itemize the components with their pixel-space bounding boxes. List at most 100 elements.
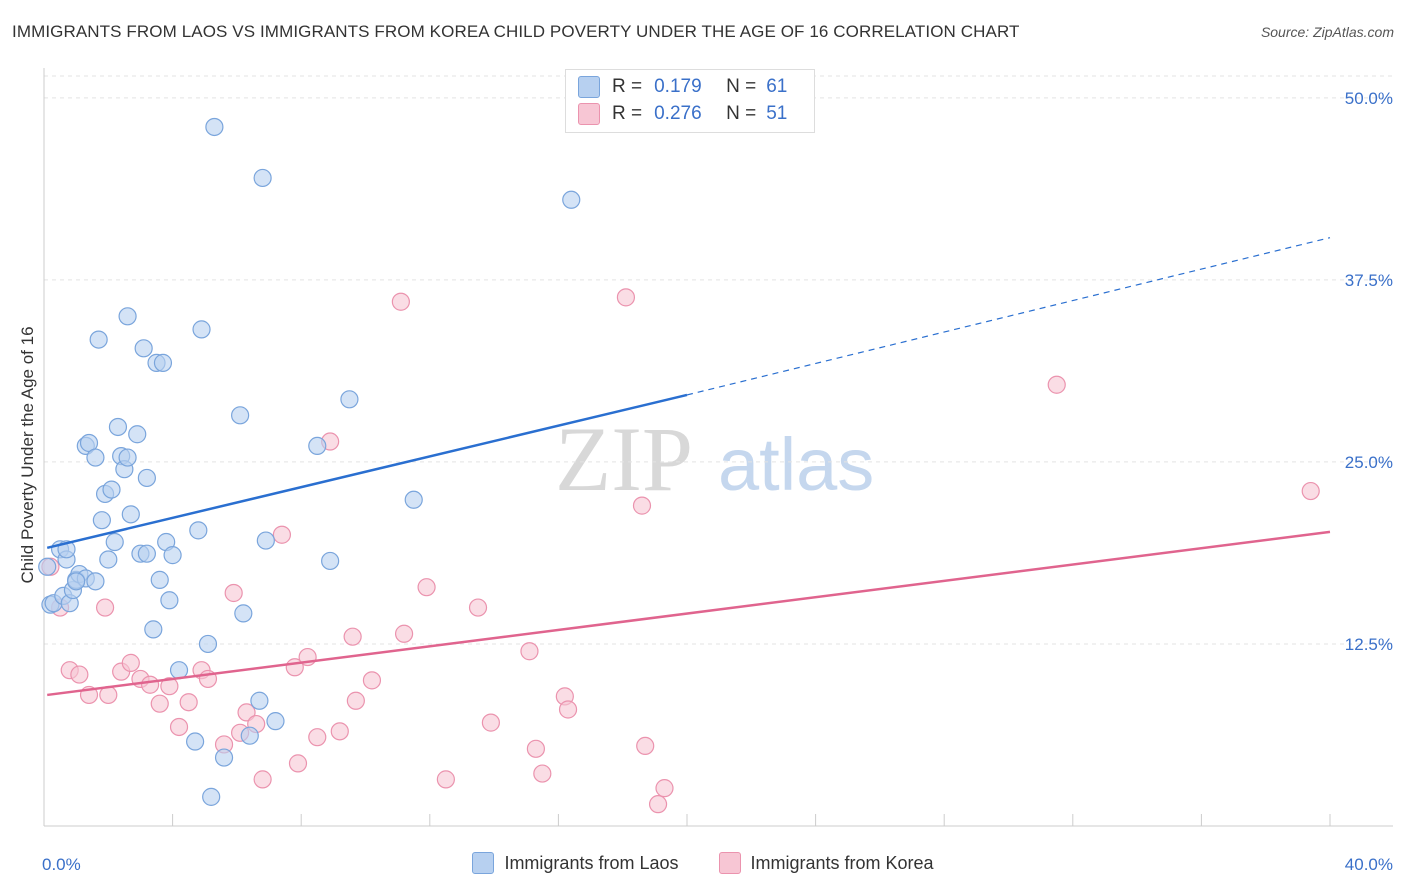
laos-swatch-icon [578, 76, 600, 98]
laos-point [562, 190, 581, 209]
n-label: N = [726, 76, 757, 97]
watermark-zip: ZIP [555, 408, 693, 510]
laos-point [214, 748, 234, 767]
laos-swatch-icon [472, 852, 495, 874]
korea-point [70, 665, 89, 684]
korea-point [343, 627, 362, 646]
y-tick-label: 12.5% [1345, 635, 1393, 654]
y-tick-label: 37.5% [1345, 271, 1393, 290]
laos-trend-extension [686, 237, 1331, 396]
n-label: N = [726, 103, 757, 124]
stats-row-korea: R = 0.276 N = 51 [578, 103, 787, 125]
korea-point [160, 677, 179, 696]
chart-title: IMMIGRANTS FROM LAOS VS IMMIGRANTS FROM … [12, 22, 1020, 41]
korea-point [558, 700, 578, 719]
laos-point [89, 330, 108, 349]
korea-point [655, 779, 674, 798]
korea-point [468, 598, 488, 617]
korea-point [481, 713, 500, 732]
laos-point [150, 570, 169, 589]
laos-point [108, 417, 128, 437]
laos-point [240, 726, 259, 745]
n-value: 61 [766, 76, 788, 97]
x-tick-label: 40.0% [1345, 855, 1393, 874]
laos-point [266, 712, 285, 731]
laos-point [189, 521, 208, 540]
y-tick-label: 25.0% [1345, 453, 1393, 472]
laos-point [202, 787, 221, 806]
laos-point [321, 551, 340, 571]
laos-point [186, 732, 205, 751]
y-axis-label: Child Poverty Under the Age of 16 [18, 326, 37, 583]
laos-point [169, 661, 189, 680]
laos-point [340, 390, 359, 409]
laos-point [118, 448, 137, 467]
korea-point [346, 691, 365, 710]
laos-point [121, 505, 140, 524]
korea-point [150, 694, 169, 713]
legend-label-korea: Immigrants from Korea [750, 852, 934, 873]
trend-lines [46, 237, 1331, 697]
r-label: R = [612, 103, 643, 124]
laos-point [67, 572, 86, 591]
data-points [38, 117, 1320, 814]
korea-point [140, 675, 160, 694]
axes [43, 68, 1393, 827]
korea-point [179, 693, 198, 712]
tick-labels: 12.5% 25.0% 37.5% 50.0% 0.0% 40.0% [42, 89, 1393, 874]
korea-point [394, 624, 414, 643]
korea-trend-line [47, 530, 1331, 697]
watermark-atlas: atlas [718, 423, 874, 506]
laos-point [38, 557, 57, 576]
r-label: R = [612, 76, 643, 97]
bottom-legend: Immigrants from Laos Immigrants from Kor… [0, 852, 1406, 874]
korea-point [417, 578, 436, 597]
r-value: 0.276 [654, 103, 702, 124]
laos-point [144, 620, 163, 639]
korea-point [391, 292, 410, 311]
korea-point [533, 764, 552, 783]
laos-point [231, 406, 250, 425]
laos-point [160, 591, 179, 610]
laos-point [137, 544, 156, 563]
korea-point [121, 653, 140, 672]
r-value: 0.179 [654, 76, 702, 97]
korea-point [636, 736, 655, 756]
korea-point [362, 671, 382, 690]
legend-item-korea[interactable]: Immigrants from Korea [718, 852, 934, 874]
laos-point [192, 320, 211, 339]
source-label: Source: ZipAtlas.com [1260, 24, 1394, 40]
laos-point [250, 691, 269, 710]
laos-point [92, 511, 111, 530]
stats-row-laos: R = 0.179 N = 61 [578, 76, 787, 98]
korea-point [520, 642, 539, 661]
laos-point [153, 353, 173, 372]
laos-point [118, 307, 137, 326]
laos-point [137, 468, 156, 488]
korea-point [330, 722, 349, 741]
korea-point [95, 598, 115, 617]
korea-point [648, 795, 668, 814]
laos-point [86, 572, 105, 591]
laos-point [86, 448, 105, 467]
legend-label-laos: Immigrants from Laos [504, 852, 679, 873]
laos-point [256, 531, 275, 550]
korea-point [237, 703, 256, 722]
korea-point [436, 770, 455, 789]
gridlines [44, 75, 1393, 645]
laos-point [234, 604, 253, 623]
korea-point [308, 728, 327, 747]
laos-trend-line [46, 393, 688, 550]
laos-point [253, 168, 272, 188]
korea-point [272, 525, 292, 544]
korea-point [1047, 375, 1066, 394]
laos-point [99, 550, 118, 569]
legend-item-laos[interactable]: Immigrants from Laos [472, 852, 679, 874]
y-tick-label: 50.0% [1345, 89, 1393, 108]
laos-point [128, 425, 147, 444]
korea-swatch-icon [578, 103, 600, 125]
korea-point [632, 496, 652, 515]
korea-point [1301, 481, 1320, 501]
korea-point [616, 288, 636, 307]
